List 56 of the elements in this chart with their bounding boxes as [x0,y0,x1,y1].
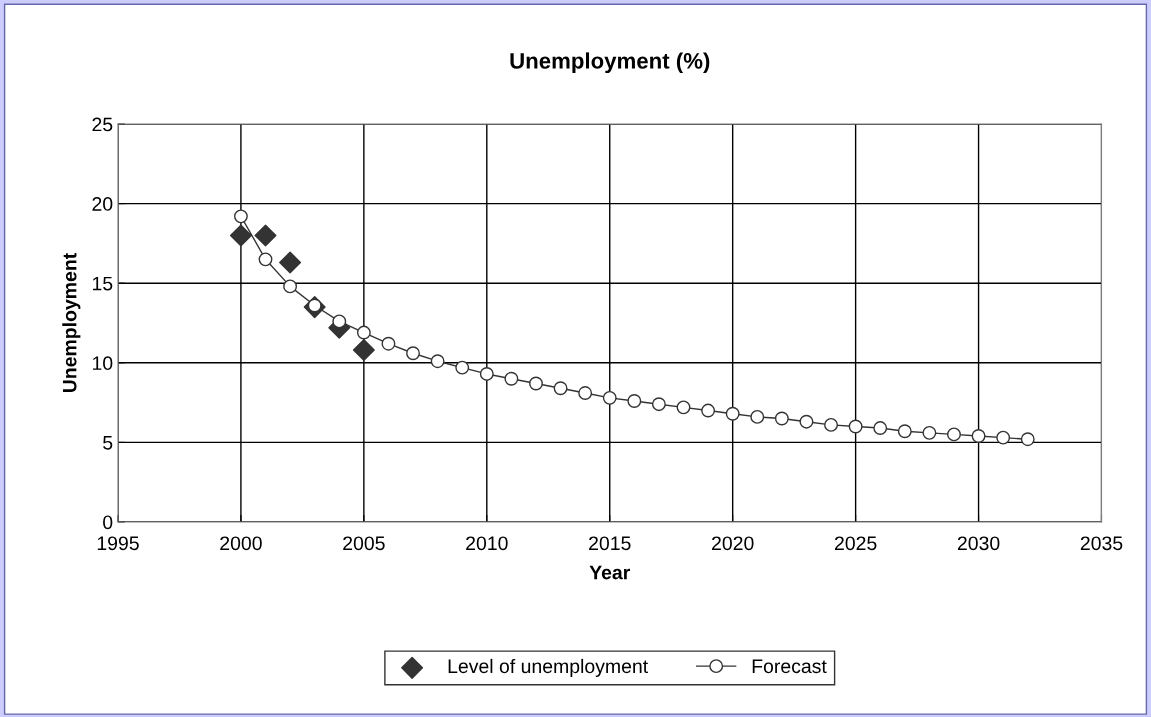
point [279,251,302,274]
point [701,403,716,418]
point [283,279,298,294]
point [578,386,593,400]
point [627,394,642,408]
x-tick-label: 2025 [834,536,877,551]
y-tick-label: 0 [103,515,113,530]
point [258,252,273,267]
point [676,400,691,415]
point [651,397,666,412]
y-tick-label: 5 [103,436,113,450]
chart-title: Unemployment (%) [510,52,710,74]
point [529,376,543,391]
point [750,409,765,424]
point [602,390,617,405]
y-tick-label: 15 [92,276,113,291]
point [922,425,937,440]
point [254,224,277,247]
point [799,414,814,429]
x-tick-label: 2035 [1080,536,1123,551]
x-tick-label: 2020 [712,536,754,551]
point [455,360,470,375]
x-tick-label: 2005 [343,536,385,551]
x-tick-label: 2015 [589,536,631,551]
point [381,336,396,351]
point [1020,432,1035,447]
point [553,381,568,396]
point [229,224,252,247]
point [824,417,838,432]
point [725,406,740,421]
point [774,411,789,426]
point [479,366,494,381]
point [406,346,420,361]
point [356,325,371,340]
x-tick-label: 1995 [97,536,139,551]
legend-label: Forecast [752,659,827,674]
point [332,314,347,329]
x-tick-label: 2000 [220,536,262,551]
point [947,427,961,442]
x-tick-label: 2010 [466,536,508,551]
point [971,429,986,443]
y-tick-label: 10 [92,356,113,371]
point [873,421,888,436]
x-tick-label: 2030 [957,536,1000,551]
legend-label: Level of unemployment [448,658,648,677]
y-axis-title: Unemployment [62,253,81,393]
point [352,339,375,362]
point [996,430,1011,445]
point [233,209,248,224]
x-axis-title: Year [589,565,630,580]
point [848,419,863,434]
point [897,424,912,439]
y-tick-label: 25 [92,117,113,132]
y-tick-label: 20 [92,197,113,211]
point [504,371,519,386]
point [430,354,445,369]
